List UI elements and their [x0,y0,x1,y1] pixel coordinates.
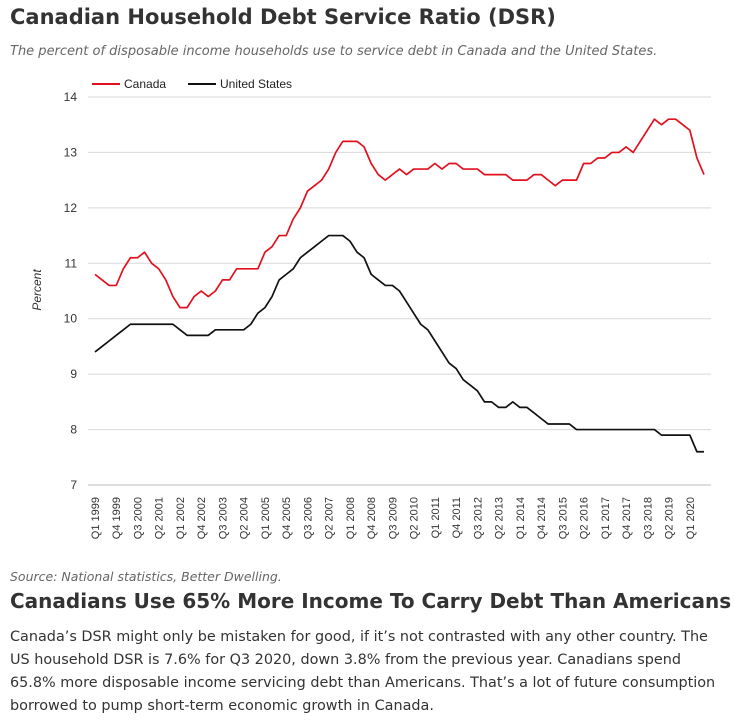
x-tick-label: Q1 2014 [515,497,527,539]
article-heading: Canadians Use 65% More Income To Carry D… [10,589,732,613]
x-tick-label: Q3 2000 [132,497,144,539]
x-tick-label: Q3 2003 [217,497,229,539]
x-tick-label: Q4 2017 [621,497,633,539]
x-axis-ticks: Q1 1999 Q4 1999 Q3 2000 Q2 2001 Q1 2002 Q4 20… [90,497,697,539]
x-tick-label: Q2 2004 [239,497,251,539]
x-tick-label: Q1 2020 [685,497,697,539]
x-tick-label: Q4 2014 [536,497,548,539]
x-tick-label: Q4 2002 [196,497,208,539]
y-tick-label: 10 [64,312,78,326]
x-tick-label: Q1 1999 [90,497,102,539]
x-tick-label: Q2 2007 [324,497,336,539]
source-note: Source: National statistics, Better Dwel… [10,569,282,584]
x-tick-label: Q1 2011 [430,497,442,538]
x-tick-label: Q4 2011 [451,497,463,538]
y-tick-label: 13 [64,145,78,159]
x-tick-label: Q2 2010 [409,497,421,539]
x-tick-label: Q1 2005 [260,497,272,539]
x-tick-label: Q1 2008 [345,497,357,539]
series-line-united-states [94,234,704,453]
y-tick-label: 14 [64,90,78,104]
article-body: Canada’s DSR might only be mistaken for … [10,629,716,714]
x-tick-label: Q3 2018 [642,497,654,539]
x-tick-label: Q4 2005 [281,497,293,539]
y-tick-label: 12 [64,201,78,215]
series-line-canada [94,118,705,309]
y-axis-ticks: 7 8 9 10 11 12 13 14 [64,90,78,492]
y-tick-label: 11 [65,256,78,270]
x-tick-label: Q4 2008 [366,497,378,539]
chart-subtitle: The percent of disposable income househo… [10,44,658,59]
x-tick-label: Q2 2019 [664,497,676,539]
chart-title: Canadian Household Debt Service Ratio (D… [10,5,556,29]
legend-label-canada: Canada [124,77,166,91]
y-axis-label: Percent [30,269,44,311]
y-tick-label: 7 [70,478,77,492]
x-tick-label: Q2 2016 [579,497,591,539]
x-tick-label: Q2 2001 [154,497,166,539]
x-tick-label: Q3 2015 [557,497,569,539]
x-tick-label: Q2 2013 [494,497,506,539]
gridlines [88,96,711,486]
legend-label-united-states: United States [220,77,292,91]
line-chart: 7 8 9 10 11 12 13 14 Q1 1999 Q4 1999 Q3 2000 Q2 20… [30,77,711,539]
x-tick-label: Q1 2002 [175,497,187,539]
x-tick-label: Q3 2012 [472,497,484,539]
x-tick-label: Q3 2006 [302,497,314,539]
x-tick-label: Q1 2017 [600,497,612,539]
x-tick-label: Q3 2009 [387,497,399,539]
legend: Canada United States [92,77,292,91]
x-tick-label: Q4 1999 [111,497,123,539]
y-tick-label: 8 [70,423,77,437]
series-lines [94,118,705,453]
y-tick-label: 9 [70,367,77,381]
